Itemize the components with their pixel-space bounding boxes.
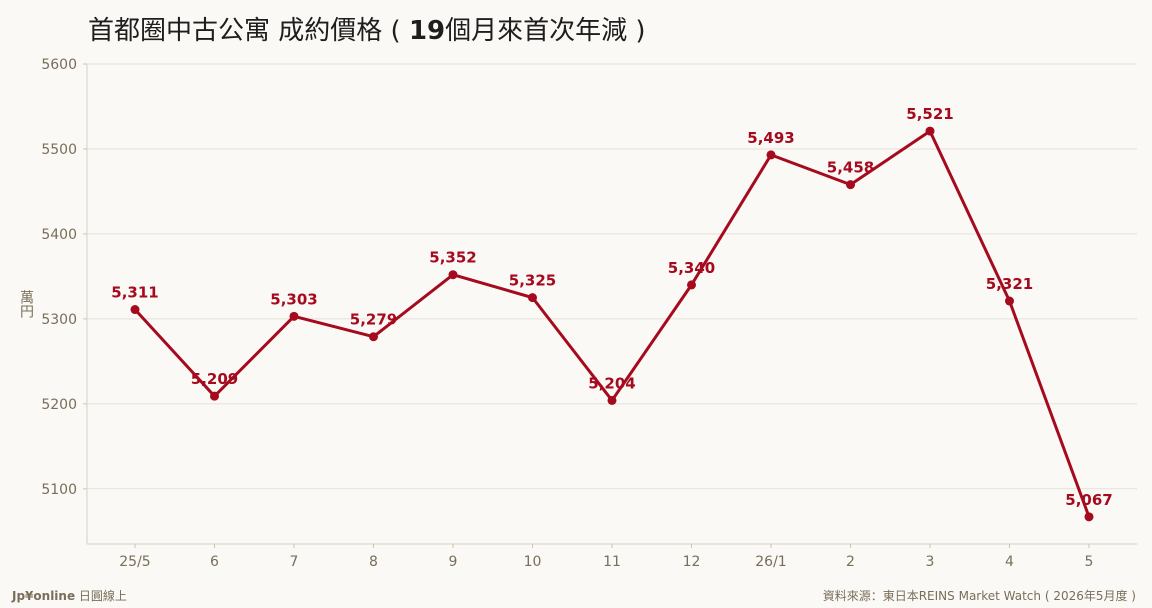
chart-title-prefix: 首都圈中古公寓 成約價格 ( bbox=[88, 16, 409, 46]
data-point bbox=[846, 180, 855, 190]
chart-title: 首都圈中古公寓 成約價格 ( 19個月來首次年減 ) bbox=[88, 10, 646, 47]
y-tick-label: 5300 bbox=[41, 312, 77, 328]
brand-name: Jp¥online bbox=[12, 589, 76, 603]
data-point bbox=[289, 311, 299, 321]
series-line bbox=[133, 129, 1091, 519]
chart-title-highlight: 19 bbox=[408, 16, 446, 46]
x-tick-label: 6 bbox=[210, 554, 219, 570]
footer-brand: Jp¥online 日圓線上 bbox=[12, 587, 127, 604]
data-point bbox=[1084, 512, 1094, 522]
data-point bbox=[766, 150, 776, 160]
data-point bbox=[528, 293, 537, 303]
data-point bbox=[369, 332, 378, 342]
data-label: 5,204 bbox=[588, 374, 635, 392]
data-label: 5,321 bbox=[986, 275, 1033, 293]
y-tick-label: 5500 bbox=[41, 142, 77, 158]
footer-source: 資料來源：東日本REINS Market Watch ( 2026年5月度 ) bbox=[822, 589, 1136, 603]
y-tick-label: 5100 bbox=[41, 482, 77, 498]
data-point bbox=[925, 126, 935, 136]
x-tick-label: 11 bbox=[603, 554, 621, 570]
data-label: 5,067 bbox=[1065, 491, 1112, 509]
data-label: 5,521 bbox=[906, 105, 953, 123]
brand-suffix: 日圓線上 bbox=[75, 589, 127, 603]
x-tick-label: 2 bbox=[846, 554, 855, 570]
x-tick-label: 9 bbox=[449, 554, 458, 570]
data-point bbox=[130, 305, 140, 315]
x-tick-label: 3 bbox=[926, 554, 935, 570]
data-label: 5,458 bbox=[827, 159, 874, 177]
data-point bbox=[1005, 296, 1014, 306]
x-tick-label: 4 bbox=[1005, 554, 1014, 570]
data-label: 5,209 bbox=[191, 370, 238, 388]
data-label: 5,325 bbox=[509, 272, 556, 290]
y-tick-label: 5200 bbox=[41, 397, 77, 413]
x-tick-label: 8 bbox=[369, 554, 378, 570]
x-tick-label: 26/1 bbox=[755, 554, 786, 570]
x-tick-label: 25/5 bbox=[119, 554, 150, 570]
data-point bbox=[210, 391, 219, 401]
x-tick-label: 10 bbox=[524, 554, 542, 570]
data-label: 5,311 bbox=[111, 284, 158, 302]
data-label: 5,340 bbox=[668, 259, 715, 277]
data-label: 5,303 bbox=[270, 290, 317, 308]
data-point bbox=[448, 270, 458, 280]
x-tick-label: 12 bbox=[683, 554, 701, 570]
y-tick-label: 5400 bbox=[41, 227, 77, 243]
data-label: 5,352 bbox=[429, 249, 476, 267]
x-tick-label: 7 bbox=[290, 554, 299, 570]
y-axis-label: 萬円 bbox=[18, 290, 34, 318]
y-tick-label: 5600 bbox=[41, 57, 77, 73]
data-label: 5,279 bbox=[350, 311, 397, 329]
data-label: 5,493 bbox=[747, 129, 794, 147]
data-point bbox=[687, 280, 696, 290]
data-point bbox=[607, 395, 617, 405]
chart-title-suffix: 個月來首次年減 ) bbox=[445, 16, 646, 46]
x-tick-label: 5 bbox=[1085, 554, 1094, 570]
